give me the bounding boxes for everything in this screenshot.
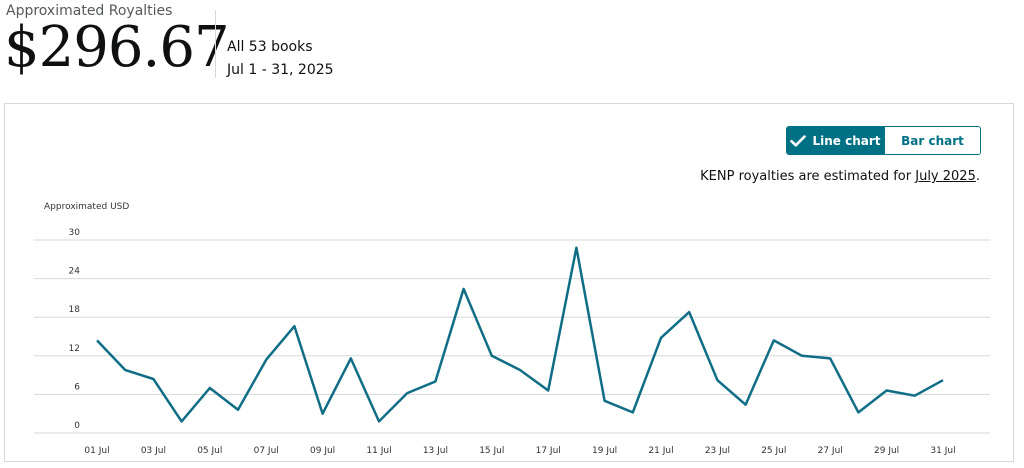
x-tick-label: 07 Jul <box>254 446 279 456</box>
x-tick-label: 05 Jul <box>197 446 222 456</box>
line-chart-button[interactable]: Line chart <box>787 127 884 154</box>
data-point[interactable] <box>514 364 526 376</box>
data-point[interactable] <box>627 406 639 418</box>
data-point[interactable] <box>401 387 413 399</box>
x-tick-label: 15 Jul <box>479 446 504 456</box>
y-tick-label: 12 <box>69 344 80 354</box>
x-tick-labels: 01 Jul 03 Jul 05 Jul 07 Jul 09 Jul 11 Jul 13 J… <box>84 446 955 456</box>
x-tick-label: 29 Jul <box>874 446 899 456</box>
checkmark-icon <box>790 134 807 147</box>
x-tick-label: 17 Jul <box>536 446 561 456</box>
data-point[interactable] <box>824 352 836 364</box>
bar-chart-label: Bar chart <box>901 133 964 148</box>
line-chart-label: Line chart <box>812 133 881 148</box>
kenp-note-text: KENP royalties are estimated for <box>700 169 916 184</box>
data-point[interactable] <box>655 332 667 344</box>
data-point[interactable] <box>176 415 188 427</box>
data-point[interactable] <box>260 354 272 366</box>
x-tick-label: 03 Jul <box>141 446 166 456</box>
grid-lines <box>34 239 990 434</box>
y-tick-label: 24 <box>69 267 81 277</box>
y-tick-label: 0 <box>74 421 80 431</box>
books-count: All 53 books <box>227 39 313 55</box>
data-point[interactable] <box>852 406 864 418</box>
kenp-note: KENP royalties are estimated for July 20… <box>700 169 980 184</box>
x-tick-label: 19 Jul <box>592 446 617 456</box>
data-point[interactable] <box>570 242 582 254</box>
data-point[interactable] <box>429 376 441 388</box>
data-point[interactable] <box>768 334 780 346</box>
data-point[interactable] <box>204 382 216 394</box>
royalties-label: Approximated Royalties <box>6 3 173 19</box>
data-point[interactable] <box>232 404 244 416</box>
royalties-series-line <box>96 246 944 423</box>
y-axis-label: Approximated USD <box>44 202 129 212</box>
data-point[interactable] <box>147 373 159 385</box>
x-tick-label: 09 Jul <box>310 446 335 456</box>
kenp-note-suffix: . <box>975 169 980 184</box>
data-point[interactable] <box>345 352 357 364</box>
data-point[interactable] <box>909 390 921 402</box>
data-point[interactable] <box>91 334 103 346</box>
data-point[interactable] <box>683 306 695 318</box>
x-tick-label: 13 Jul <box>423 446 448 456</box>
data-point[interactable] <box>542 385 554 397</box>
data-point[interactable] <box>288 320 300 332</box>
header-divider <box>215 10 216 78</box>
data-point[interactable] <box>458 283 470 295</box>
y-tick-label: 6 <box>74 382 80 392</box>
royalties-amount: $296.67 <box>4 15 230 80</box>
data-point[interactable] <box>373 415 385 427</box>
data-point[interactable] <box>937 374 949 386</box>
data-point[interactable] <box>317 408 329 420</box>
x-tick-label: 23 Jul <box>705 446 730 456</box>
x-tick-label: 01 Jul <box>84 446 109 456</box>
y-tick-label: 18 <box>69 305 81 315</box>
data-point[interactable] <box>711 374 723 386</box>
bar-chart-button[interactable]: Bar chart <box>884 127 980 154</box>
y-tick-label: 30 <box>69 228 81 238</box>
data-point[interactable] <box>119 364 131 376</box>
x-tick-label: 27 Jul <box>818 446 843 456</box>
data-point[interactable] <box>796 350 808 362</box>
date-range: Jul 1 - 31, 2025 <box>227 62 334 78</box>
data-point[interactable] <box>881 385 893 397</box>
data-points <box>91 242 949 428</box>
data-point[interactable] <box>486 350 498 362</box>
chart-type-toggle: Line chart Bar chart <box>786 126 981 155</box>
data-point[interactable] <box>599 395 611 407</box>
data-point[interactable] <box>740 399 752 411</box>
y-tick-labels: 0 6 12 18 24 30 <box>69 228 81 431</box>
x-tick-label: 31 Jul <box>930 446 955 456</box>
x-tick-label: 25 Jul <box>761 446 786 456</box>
kenp-month-link[interactable]: July 2025 <box>915 169 976 184</box>
chart-panel <box>4 103 1014 462</box>
x-tick-label: 21 Jul <box>648 446 673 456</box>
x-tick-label: 11 Jul <box>366 446 391 456</box>
